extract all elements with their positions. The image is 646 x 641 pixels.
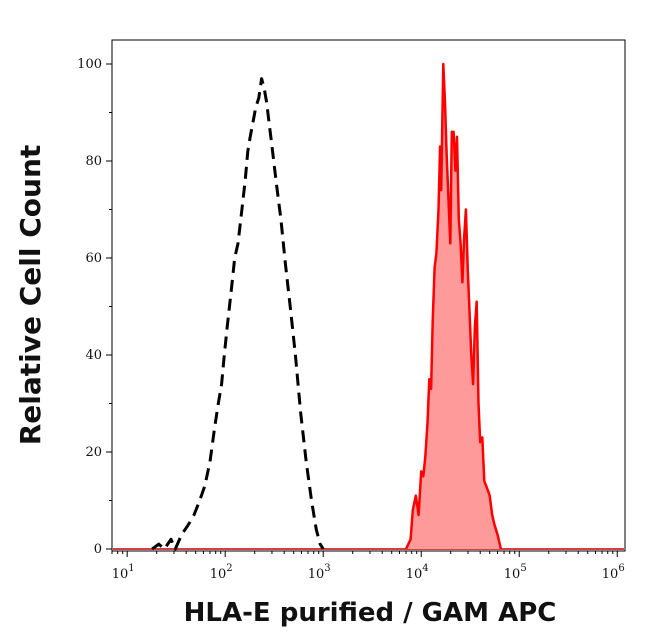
y-tick-label: 40 bbox=[85, 348, 102, 363]
x-tick-base: 10 bbox=[602, 567, 619, 582]
x-axis-label: HLA-E purified / GAM APC bbox=[184, 598, 557, 628]
y-tick-label: 80 bbox=[85, 154, 102, 169]
x-tick-exponent: 4 bbox=[422, 563, 428, 574]
y-axis-label: Relative Cell Count bbox=[14, 145, 47, 446]
x-tick-exponent: 6 bbox=[618, 563, 624, 574]
x-tick-exponent: 1 bbox=[128, 563, 134, 574]
series-layer bbox=[113, 62, 624, 551]
series-fill-area bbox=[406, 64, 501, 549]
y-tick-label: 60 bbox=[85, 251, 102, 266]
minor-tick-marks bbox=[109, 112, 614, 554]
x-tick-exponent: 5 bbox=[520, 563, 526, 574]
x-tick-base: 10 bbox=[112, 567, 129, 582]
x-tick-base: 10 bbox=[308, 567, 325, 582]
x-tick-label: 102 bbox=[210, 563, 233, 582]
plot-area bbox=[111, 39, 626, 552]
x-tick-exponent: 3 bbox=[324, 563, 330, 574]
y-tick-label: 20 bbox=[85, 445, 102, 460]
x-tick-base: 10 bbox=[504, 567, 521, 582]
y-tick-label: 0 bbox=[94, 542, 102, 557]
x-tick-label: 106 bbox=[602, 563, 625, 582]
x-tick-label: 104 bbox=[406, 563, 429, 582]
x-tick-label: 105 bbox=[504, 563, 527, 582]
series-outline-line bbox=[404, 62, 503, 550]
x-tick-base: 10 bbox=[210, 567, 227, 582]
y-axis-ticks: 0 20 40 60 80 100 bbox=[77, 57, 112, 557]
x-tick-base: 10 bbox=[406, 567, 423, 582]
x-axis-ticks: 101 102 103 104 105 106 bbox=[112, 551, 625, 582]
x-tick-label: 101 bbox=[112, 563, 135, 582]
x-tick-label: 103 bbox=[308, 563, 331, 582]
y-tick-label: 100 bbox=[77, 57, 102, 72]
x-tick-exponent: 2 bbox=[226, 563, 232, 574]
